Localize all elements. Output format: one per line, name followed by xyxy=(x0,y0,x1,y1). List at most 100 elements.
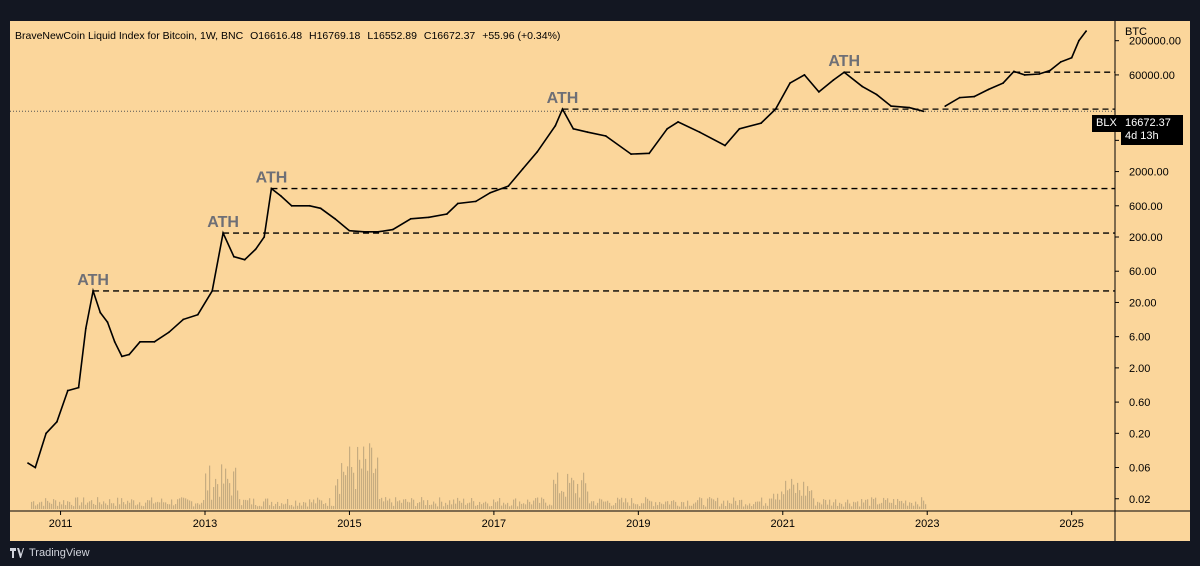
price-point xyxy=(586,131,589,134)
x-tick-label: 2017 xyxy=(482,518,506,530)
price-point xyxy=(843,71,846,74)
price-point xyxy=(1002,82,1004,84)
footer: TradingView xyxy=(10,545,90,561)
price-point xyxy=(308,204,311,207)
y-tick-label: 200000.00 xyxy=(1129,36,1181,48)
price-point xyxy=(875,93,878,96)
price-point xyxy=(279,194,282,197)
price-point xyxy=(77,386,80,389)
price-point xyxy=(196,313,199,316)
price-point xyxy=(362,230,365,233)
price-point xyxy=(334,217,336,220)
ticker-tag: BLX xyxy=(1092,115,1121,132)
legend-high: H16769.18 xyxy=(309,30,361,42)
price-point xyxy=(760,122,763,125)
price-point xyxy=(128,353,131,356)
price-point xyxy=(456,202,459,205)
price-point xyxy=(27,462,29,465)
price-point xyxy=(1049,69,1051,72)
y-tick-label: 60.00 xyxy=(1129,266,1157,278)
y-tick-label: 0.02 xyxy=(1129,494,1150,506)
price-point xyxy=(113,340,116,343)
price-point xyxy=(1038,73,1041,75)
ath-label: ATH xyxy=(828,53,860,70)
x-tick-label: 2013 xyxy=(193,518,217,530)
legend-close: C16672.37 xyxy=(423,30,476,42)
price-point xyxy=(319,207,322,210)
y-tick-label: 600.00 xyxy=(1129,201,1163,213)
price-point xyxy=(987,88,990,91)
chart-legend: BraveNewCoin Liquid Index for Bitcoin, 1… xyxy=(15,30,564,42)
price-point xyxy=(348,229,351,232)
price-point xyxy=(409,217,412,220)
legend-open: O16616.48 xyxy=(250,30,303,42)
chart-frame: BTC200000.0060000.006000.002000.00600.00… xyxy=(10,21,1190,541)
price-point xyxy=(724,144,726,147)
x-tick-label: 2019 xyxy=(626,518,650,530)
price-point xyxy=(666,127,669,130)
ath-label: ATH xyxy=(77,272,109,289)
price-point xyxy=(1023,74,1026,76)
y-tick-label: 2000.00 xyxy=(1129,167,1169,179)
price-point xyxy=(604,135,607,137)
price-point xyxy=(270,187,273,190)
current-price-value: 16672.37 xyxy=(1125,117,1171,129)
ath-label: ATH xyxy=(207,214,239,231)
price-point xyxy=(99,311,102,314)
price-point xyxy=(446,213,448,215)
price-point xyxy=(84,327,87,330)
price-point xyxy=(572,127,575,130)
y-tick-label: 200.00 xyxy=(1129,232,1163,244)
price-point xyxy=(677,120,679,123)
price-point xyxy=(489,191,492,194)
price-point xyxy=(648,152,651,155)
legend-low: L16552.89 xyxy=(367,30,417,42)
y-tick-label: 0.20 xyxy=(1129,428,1150,440)
x-tick-label: 2021 xyxy=(771,518,795,530)
ath-label: ATH xyxy=(547,90,579,107)
y-tick-label: 6.00 xyxy=(1129,332,1150,344)
x-tick-label: 2011 xyxy=(49,518,73,530)
price-point xyxy=(1059,60,1062,63)
y-axis-unit: BTC xyxy=(1125,26,1147,38)
x-tick-label: 2025 xyxy=(1059,518,1083,530)
price-point xyxy=(153,340,156,343)
price-point xyxy=(243,258,246,261)
bar-countdown: 4d 13h xyxy=(1125,130,1159,142)
price-point xyxy=(738,127,741,130)
price-point xyxy=(630,153,633,155)
legend-change: +55.96 (+0.34%) xyxy=(482,30,561,42)
price-point xyxy=(263,236,266,238)
price-point xyxy=(774,108,777,111)
price-point xyxy=(56,420,58,423)
price-point xyxy=(34,466,37,469)
chart-canvas[interactable]: BTC200000.0060000.006000.002000.00600.00… xyxy=(10,21,1190,541)
y-tick-label: 2.00 xyxy=(1129,363,1150,375)
price-point xyxy=(861,85,864,88)
y-tick-label: 0.60 xyxy=(1129,397,1150,409)
price-point xyxy=(803,74,806,76)
price-point xyxy=(789,82,791,84)
price-point xyxy=(1077,39,1080,42)
tradingview-logo-icon xyxy=(10,548,24,558)
y-tick-label: 60000.00 xyxy=(1129,70,1175,82)
price-point xyxy=(890,105,893,108)
price-point xyxy=(377,230,380,233)
price-point xyxy=(521,167,524,170)
price-point xyxy=(698,131,701,134)
price-point xyxy=(908,106,911,109)
price-point xyxy=(211,290,214,292)
price-point xyxy=(832,79,835,81)
price-point xyxy=(973,95,976,98)
price-point xyxy=(121,355,123,358)
price-point xyxy=(474,200,477,203)
price-point xyxy=(106,321,109,324)
price-point xyxy=(561,108,564,111)
price-point xyxy=(427,216,430,219)
price-point xyxy=(1012,70,1015,73)
price-point xyxy=(167,331,170,334)
legend-symbol: BraveNewCoin Liquid Index for Bitcoin, 1… xyxy=(15,30,244,42)
price-point xyxy=(92,290,94,292)
price-point xyxy=(817,91,820,93)
y-tick-label: 0.06 xyxy=(1129,463,1150,475)
